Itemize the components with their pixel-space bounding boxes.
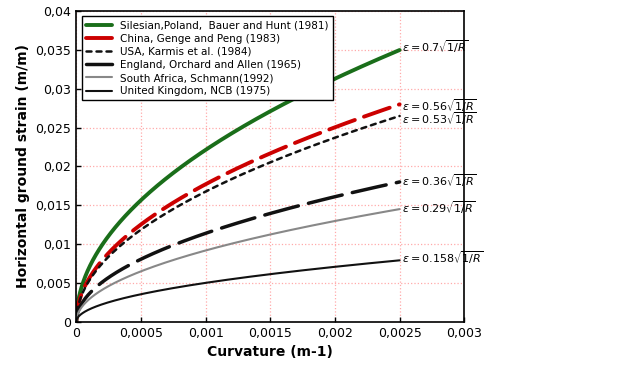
England, Orchard and Allen (1965) (327, 196, 335, 200)
Text: $\varepsilon = 0.36\sqrt{1/ R}$: $\varepsilon = 0.36\sqrt{1/ R}$ (402, 172, 476, 189)
Text: $\varepsilon = 0.7\sqrt{1/ R}$: $\varepsilon = 0.7\sqrt{1/ R}$ (402, 38, 468, 55)
China, Genge and Peng (1983) (327, 126, 335, 131)
United Kingdom, NCB (1975) (327, 265, 335, 270)
England, Orchard and Allen (1965) (387, 182, 394, 186)
England, Orchard and Allen (1965) (221, 225, 229, 229)
USA, Karmis et al. (1984) (89, 273, 97, 278)
Silesian,Poland,  Bauer and Hunt (1981) (396, 48, 403, 52)
Text: $\varepsilon = 0.158\sqrt{1/ R}$: $\varepsilon = 0.158\sqrt{1/ R}$ (402, 249, 483, 266)
USA, Karmis et al. (1984) (387, 117, 394, 121)
Text: $\varepsilon = 0.56\sqrt{1/ R}$: $\varepsilon = 0.56\sqrt{1/ R}$ (402, 98, 476, 114)
Text: $\varepsilon = 0.29\sqrt{1/ R}$: $\varepsilon = 0.29\sqrt{1/ R}$ (402, 199, 476, 216)
Silesian,Poland,  Bauer and Hunt (1981) (386, 52, 394, 56)
England, Orchard and Allen (1965) (89, 288, 97, 292)
United Kingdom, NCB (1975) (387, 259, 394, 263)
X-axis label: Curvature (m-1): Curvature (m-1) (207, 345, 333, 359)
China, Genge and Peng (1983) (387, 105, 394, 110)
United Kingdom, NCB (1975) (89, 306, 97, 310)
Silesian,Poland,  Bauer and Hunt (1981) (230, 130, 237, 135)
Text: $\varepsilon = 0.53\sqrt{1/ R}$: $\varepsilon = 0.53\sqrt{1/ R}$ (402, 110, 476, 127)
China, Genge and Peng (1983) (73, 319, 80, 324)
China, Genge and Peng (1983) (89, 270, 97, 275)
USA, Karmis et al. (1984) (230, 176, 237, 181)
United Kingdom, NCB (1975) (386, 259, 394, 264)
Line: South Africa, Schmann(1992): South Africa, Schmann(1992) (76, 209, 399, 322)
England, Orchard and Allen (1965) (73, 319, 80, 324)
England, Orchard and Allen (1965) (230, 222, 237, 227)
Line: Silesian,Poland,  Bauer and Hunt (1981): Silesian,Poland, Bauer and Hunt (1981) (76, 50, 399, 322)
Silesian,Poland,  Bauer and Hunt (1981) (387, 52, 394, 56)
South Africa, Schmann(1992) (387, 209, 394, 213)
USA, Karmis et al. (1984) (386, 117, 394, 121)
United Kingdom, NCB (1975) (396, 258, 403, 263)
USA, Karmis et al. (1984) (73, 319, 80, 324)
Silesian,Poland,  Bauer and Hunt (1981) (73, 319, 80, 324)
United Kingdom, NCB (1975) (221, 278, 229, 282)
China, Genge and Peng (1983) (396, 102, 403, 107)
Line: USA, Karmis et al. (1984): USA, Karmis et al. (1984) (76, 116, 399, 322)
China, Genge and Peng (1983) (386, 105, 394, 110)
South Africa, Schmann(1992) (89, 294, 97, 298)
Y-axis label: Horizontal ground strain (m/m): Horizontal ground strain (m/m) (16, 45, 30, 288)
United Kingdom, NCB (1975) (73, 319, 80, 324)
Silesian,Poland,  Bauer and Hunt (1981) (89, 258, 97, 263)
Line: United Kingdom, NCB (1975): United Kingdom, NCB (1975) (76, 260, 399, 322)
USA, Karmis et al. (1984) (221, 180, 229, 184)
South Africa, Schmann(1992) (73, 319, 80, 324)
Legend: Silesian,Poland,  Bauer and Hunt (1981), China, Genge and Peng (1983), USA, Karm: Silesian,Poland, Bauer and Hunt (1981), … (81, 16, 333, 100)
South Africa, Schmann(1992) (386, 209, 394, 213)
England, Orchard and Allen (1965) (396, 180, 403, 184)
United Kingdom, NCB (1975) (230, 277, 237, 281)
USA, Karmis et al. (1984) (396, 114, 403, 118)
South Africa, Schmann(1992) (230, 241, 237, 245)
Silesian,Poland,  Bauer and Hunt (1981) (221, 135, 229, 140)
South Africa, Schmann(1992) (327, 220, 335, 224)
China, Genge and Peng (1983) (230, 168, 237, 172)
Line: China, Genge and Peng (1983): China, Genge and Peng (1983) (76, 104, 399, 322)
China, Genge and Peng (1983) (221, 172, 229, 177)
USA, Karmis et al. (1984) (327, 137, 335, 141)
Line: England, Orchard and Allen (1965): England, Orchard and Allen (1965) (76, 182, 399, 322)
South Africa, Schmann(1992) (396, 207, 403, 211)
Silesian,Poland,  Bauer and Hunt (1981) (327, 79, 335, 83)
South Africa, Schmann(1992) (221, 243, 229, 248)
England, Orchard and Allen (1965) (386, 182, 394, 186)
